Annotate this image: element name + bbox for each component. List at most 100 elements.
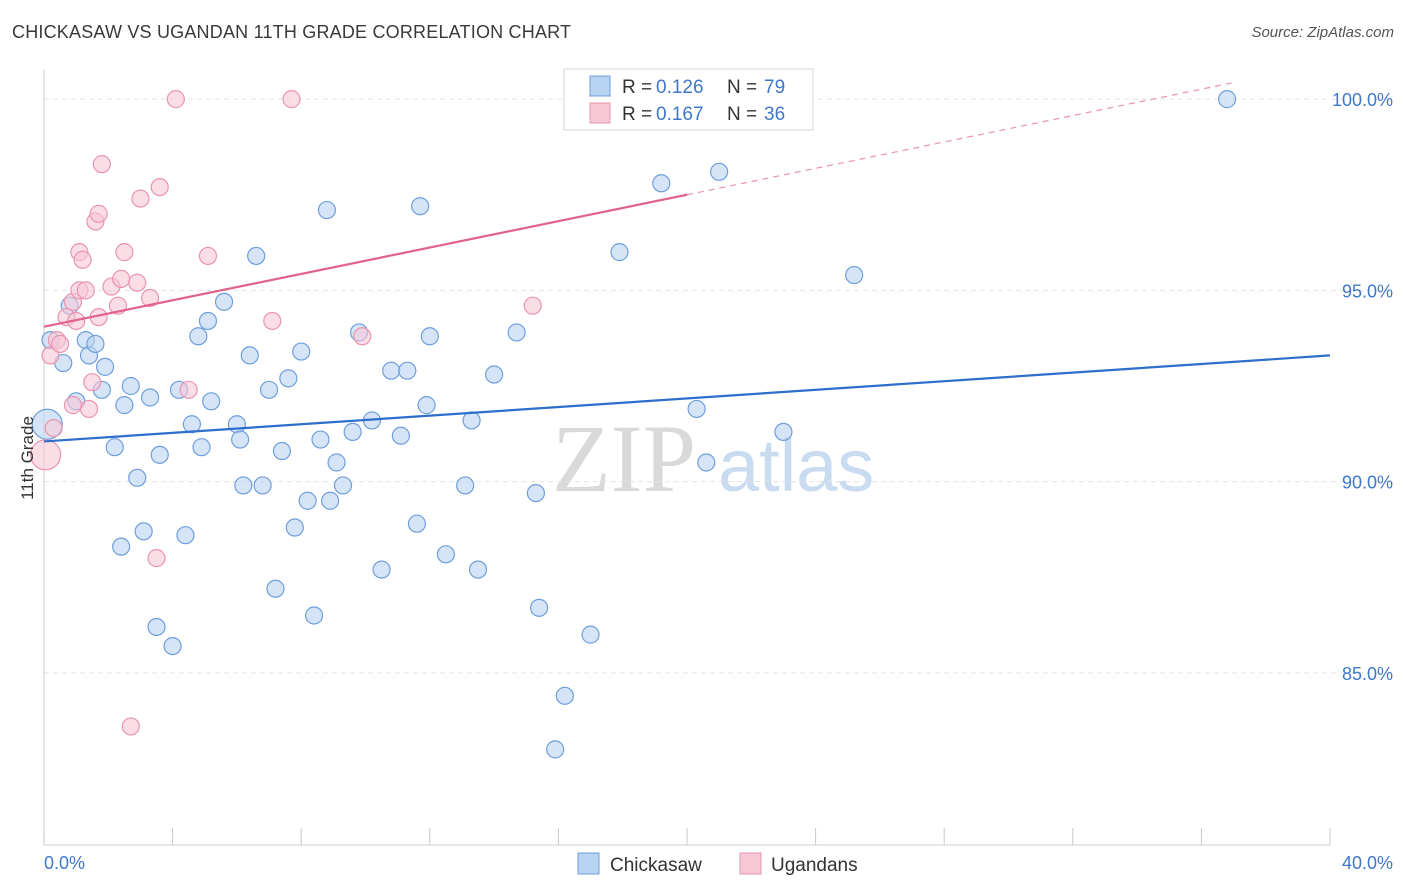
chickasaw-point bbox=[317, 200, 337, 220]
chickasaw-point bbox=[247, 246, 266, 266]
trend-lines bbox=[43, 81, 1331, 443]
chickasaw-point bbox=[372, 560, 391, 579]
y-tick-label: 95.0% bbox=[1342, 281, 1393, 301]
ugandans-trend-line bbox=[43, 193, 688, 328]
ugandans-point bbox=[115, 243, 134, 262]
bottom-legend: Chickasaw Ugandans bbox=[577, 852, 858, 876]
ugandans-point bbox=[89, 204, 108, 223]
ugandans-point bbox=[353, 327, 372, 346]
ugandans-trend-extension bbox=[686, 81, 1234, 196]
legend-n-label-blue: N = bbox=[727, 77, 757, 98]
watermark: ZIP atlas bbox=[552, 405, 874, 512]
chickasaw-point bbox=[147, 617, 166, 637]
bottom-legend-label-chickasaw: Chickasaw bbox=[610, 855, 702, 876]
chickasaw-point bbox=[272, 441, 292, 461]
chickasaw-point bbox=[292, 342, 311, 361]
chickasaw-point bbox=[105, 438, 124, 457]
chickasaw-point bbox=[128, 468, 147, 487]
chickasaw-point bbox=[710, 162, 729, 181]
chickasaw-point bbox=[150, 445, 169, 464]
ugandans-point bbox=[121, 717, 140, 736]
chickasaw-point bbox=[304, 606, 324, 625]
chickasaw-point bbox=[321, 491, 340, 510]
chickasaw-point bbox=[652, 174, 671, 193]
ugandans-point bbox=[63, 396, 83, 415]
grid-lines bbox=[44, 98, 1394, 674]
chickasaw-point bbox=[420, 327, 439, 346]
ugandans-point bbox=[166, 90, 185, 109]
chickasaw-point bbox=[227, 415, 246, 434]
chickasaw-point bbox=[845, 265, 864, 285]
y-tick-label: 90.0% bbox=[1342, 473, 1393, 493]
chickasaw-point bbox=[182, 415, 201, 434]
chickasaw-point bbox=[526, 484, 545, 503]
ugandans-point bbox=[50, 334, 70, 354]
chickasaw-point bbox=[436, 545, 455, 564]
ugandans-point bbox=[263, 311, 282, 331]
ugandans-point bbox=[30, 439, 62, 471]
ugandans-point bbox=[73, 250, 92, 269]
bottom-legend-swatch-ugandans bbox=[739, 852, 762, 875]
legend-r-value-blue: 0.126 bbox=[656, 77, 704, 98]
ugandans-point bbox=[140, 288, 160, 308]
legend-r-label-blue: R = bbox=[622, 77, 652, 98]
ugandans-point bbox=[198, 246, 218, 266]
ugandans-point bbox=[79, 399, 99, 419]
legend-r-value-pink: 0.167 bbox=[656, 104, 704, 125]
ugandans-point bbox=[112, 269, 131, 288]
chickasaw-point bbox=[382, 361, 401, 380]
y-axis-title: 11th Grade bbox=[18, 416, 37, 500]
x-tick-label-max: 40.0% bbox=[1342, 853, 1393, 873]
chickasaw-point bbox=[95, 357, 115, 376]
ugandans-point bbox=[523, 296, 542, 315]
chickasaw-point bbox=[774, 422, 793, 441]
watermark-atlas: atlas bbox=[718, 424, 874, 507]
chickasaw-point bbox=[214, 292, 234, 311]
chickasaw-point bbox=[240, 346, 259, 365]
legend-n-value-blue: 79 bbox=[764, 77, 785, 98]
chickasaw-point bbox=[192, 438, 211, 457]
series-ugandans-points bbox=[30, 90, 542, 736]
chickasaw-point bbox=[1218, 90, 1237, 109]
bottom-legend-label-ugandans: Ugandans bbox=[771, 855, 858, 876]
ugandans-point bbox=[92, 155, 111, 174]
chickasaw-point bbox=[333, 476, 353, 495]
bottom-legend-swatch-chickasaw bbox=[577, 852, 600, 875]
legend-swatch-pink bbox=[589, 102, 611, 124]
chickasaw-point bbox=[485, 365, 504, 384]
chickasaw-point bbox=[176, 526, 195, 545]
legend-n-label-pink: N = bbox=[727, 104, 757, 125]
chickasaw-point bbox=[266, 579, 285, 598]
chickasaw-point bbox=[189, 327, 208, 346]
x-ticks bbox=[43, 828, 1331, 845]
legend: R = 0.126 N = 79 R = 0.167 N = 36 bbox=[563, 68, 814, 131]
chickasaw-point bbox=[115, 396, 134, 415]
chickasaw-point bbox=[417, 396, 436, 415]
chickasaw-point bbox=[697, 453, 716, 472]
legend-r-label-pink: R = bbox=[622, 104, 652, 125]
chart-title: CHICKASAW VS UGANDAN 11TH GRADE CORRELAT… bbox=[12, 22, 572, 42]
ugandans-point bbox=[282, 90, 301, 109]
chickasaw-point bbox=[468, 560, 488, 579]
chickasaw-point bbox=[687, 399, 706, 419]
ugandans-point bbox=[83, 373, 102, 392]
chickasaw-point bbox=[530, 598, 549, 617]
chickasaw-point bbox=[163, 636, 182, 656]
chickasaw-point bbox=[202, 392, 221, 411]
chickasaw-point bbox=[507, 323, 526, 342]
chickasaw-point bbox=[234, 476, 253, 495]
chickasaw-point bbox=[279, 369, 298, 388]
chickasaw-point bbox=[411, 197, 430, 216]
chickasaw-point bbox=[134, 522, 153, 541]
chickasaw-point bbox=[581, 625, 600, 644]
chickasaw-point bbox=[555, 686, 574, 705]
chickasaw-point bbox=[86, 334, 105, 354]
chickasaw-point bbox=[546, 740, 565, 759]
chickasaw-point bbox=[407, 514, 427, 533]
chickasaw-point bbox=[327, 453, 346, 472]
series-chickasaw-points bbox=[31, 90, 1237, 759]
chickasaw-point bbox=[259, 380, 279, 399]
chickasaw-point bbox=[112, 537, 131, 556]
chickasaw-point bbox=[198, 311, 218, 331]
